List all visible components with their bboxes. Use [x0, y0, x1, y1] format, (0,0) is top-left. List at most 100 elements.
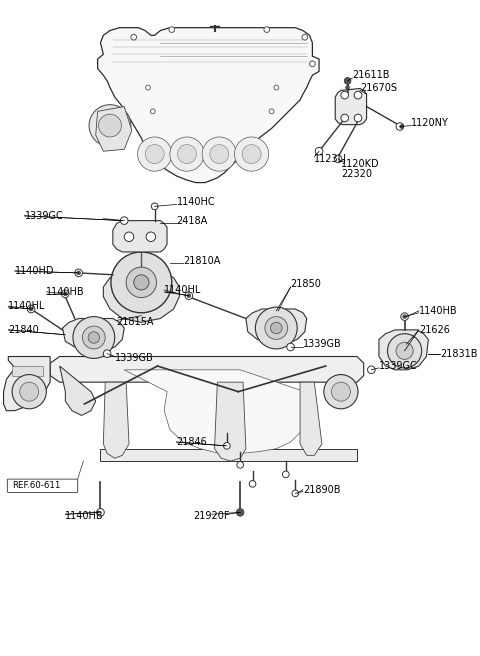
Text: 1120KD: 1120KD — [341, 159, 380, 169]
Text: 1140HB: 1140HB — [419, 306, 457, 316]
Circle shape — [150, 109, 155, 113]
Circle shape — [287, 343, 294, 351]
Text: 1140HB: 1140HB — [65, 511, 104, 521]
Circle shape — [73, 317, 115, 358]
Polygon shape — [103, 268, 180, 322]
Text: 21670S: 21670S — [360, 83, 397, 92]
Text: 1339GC: 1339GC — [379, 361, 418, 371]
Text: 21626: 21626 — [419, 325, 450, 335]
Circle shape — [237, 462, 243, 468]
Circle shape — [282, 471, 289, 478]
Circle shape — [224, 443, 230, 449]
Circle shape — [341, 91, 348, 99]
Polygon shape — [100, 449, 357, 461]
Text: 1339GB: 1339GB — [303, 339, 342, 349]
Circle shape — [98, 114, 121, 137]
Text: 21840: 21840 — [8, 325, 39, 335]
Text: 1140HL: 1140HL — [164, 285, 202, 295]
Circle shape — [368, 366, 375, 374]
Circle shape — [269, 109, 274, 113]
Circle shape — [264, 27, 270, 32]
Polygon shape — [246, 309, 307, 343]
Text: 21611B: 21611B — [352, 70, 390, 80]
Circle shape — [169, 27, 175, 32]
Circle shape — [341, 114, 348, 122]
Circle shape — [354, 114, 362, 122]
Polygon shape — [300, 382, 322, 455]
Circle shape — [89, 105, 131, 146]
Circle shape — [103, 350, 111, 358]
Text: 1140HL: 1140HL — [8, 301, 46, 311]
Circle shape — [242, 144, 261, 163]
Circle shape — [178, 144, 196, 163]
Circle shape — [354, 91, 362, 99]
Polygon shape — [103, 382, 129, 458]
Text: 1339GC: 1339GC — [24, 211, 63, 221]
Circle shape — [61, 290, 69, 298]
Circle shape — [75, 269, 83, 277]
Polygon shape — [96, 106, 132, 152]
Polygon shape — [379, 330, 428, 370]
Circle shape — [77, 271, 81, 275]
Circle shape — [96, 508, 104, 516]
Circle shape — [126, 267, 156, 298]
Polygon shape — [3, 356, 50, 411]
Circle shape — [396, 342, 413, 359]
Circle shape — [271, 322, 282, 334]
Text: 21890B: 21890B — [303, 485, 340, 495]
Circle shape — [20, 382, 39, 401]
Circle shape — [346, 86, 349, 89]
Circle shape — [63, 292, 67, 296]
Circle shape — [344, 77, 351, 84]
Circle shape — [210, 144, 229, 163]
Circle shape — [151, 203, 158, 210]
Circle shape — [236, 508, 244, 516]
Circle shape — [401, 313, 408, 320]
Circle shape — [185, 292, 192, 300]
Circle shape — [255, 307, 297, 349]
Circle shape — [274, 85, 279, 90]
Text: 21850: 21850 — [290, 279, 322, 289]
Polygon shape — [97, 28, 319, 182]
Text: 1140HC: 1140HC — [177, 197, 215, 207]
Text: 21846: 21846 — [177, 437, 207, 447]
Text: 21810A: 21810A — [183, 256, 220, 266]
Circle shape — [400, 125, 404, 129]
Polygon shape — [215, 382, 246, 461]
Circle shape — [324, 375, 358, 409]
Polygon shape — [12, 366, 44, 375]
Circle shape — [111, 252, 172, 313]
Text: REF.60-611: REF.60-611 — [12, 482, 60, 490]
Circle shape — [331, 382, 350, 401]
Circle shape — [131, 34, 137, 40]
Circle shape — [124, 232, 134, 241]
Polygon shape — [124, 370, 310, 453]
Circle shape — [27, 305, 35, 313]
Text: 2418A: 2418A — [177, 216, 208, 226]
Circle shape — [187, 294, 191, 298]
Circle shape — [12, 375, 46, 409]
Circle shape — [134, 275, 149, 290]
Circle shape — [83, 326, 105, 349]
Text: 1140HD: 1140HD — [15, 266, 54, 276]
Circle shape — [334, 155, 342, 163]
Circle shape — [403, 315, 407, 319]
Circle shape — [249, 481, 256, 487]
Polygon shape — [50, 356, 364, 382]
Circle shape — [315, 148, 323, 155]
Polygon shape — [60, 366, 96, 415]
Text: 1123LJ: 1123LJ — [314, 154, 348, 164]
Text: 21831B: 21831B — [440, 348, 477, 359]
Circle shape — [302, 34, 308, 40]
Text: 1339GB: 1339GB — [115, 354, 154, 363]
Text: 1120NY: 1120NY — [411, 117, 449, 128]
Circle shape — [145, 144, 164, 163]
Circle shape — [170, 137, 204, 171]
Circle shape — [265, 317, 288, 339]
Polygon shape — [335, 89, 367, 125]
Circle shape — [138, 137, 172, 171]
Circle shape — [396, 123, 404, 131]
Text: 22320: 22320 — [341, 169, 372, 179]
Text: 21815A: 21815A — [117, 318, 154, 327]
Circle shape — [146, 232, 156, 241]
